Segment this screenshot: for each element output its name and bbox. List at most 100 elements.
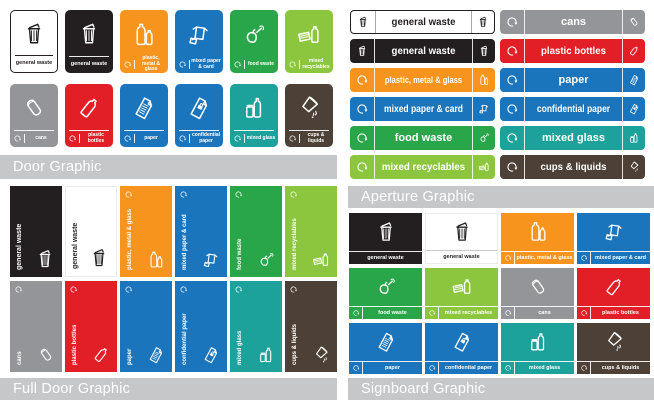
tile-label: paper: [144, 134, 158, 141]
cup-icon: [316, 346, 328, 363]
door-tile-general-waste-dark: general waste: [65, 10, 113, 73]
recycle-icon: [580, 310, 587, 316]
food-waste-icon: [379, 278, 395, 294]
tile-label: general waste: [15, 60, 53, 67]
door-tile-general-waste-light: general waste: [10, 10, 58, 73]
aperture-strip-cans: cans: [500, 10, 645, 34]
strip-label: plastic, metal & glass: [384, 74, 463, 86]
recycle-icon: [14, 135, 21, 142]
full-door-tile-general-waste-light: general waste: [65, 186, 117, 277]
recycle-icon: [504, 310, 511, 316]
tile-label-vertical: cups & liquids: [292, 323, 298, 365]
signboard-graphic-grid: general waste general waste plastic, metal…: [349, 213, 650, 374]
aperture-strip-plastic-metal-glass: plastic, metal & glass: [350, 68, 495, 92]
strip-label: general waste: [391, 45, 456, 57]
can-icon: [531, 279, 544, 294]
door-tile-mixed-paper-card: mixed paper & card: [175, 10, 223, 73]
recycle-icon: [507, 46, 518, 56]
mixed-recyclables-icon: [298, 25, 319, 43]
recycle-icon: [580, 255, 587, 261]
cup-icon: [630, 161, 639, 172]
aperture-strip-plastic-bottles: plastic bottles: [500, 39, 645, 63]
tile-label-vertical: mixed paper & card: [182, 214, 188, 270]
recycle-icon: [357, 75, 368, 85]
aperture-graphic-left-column: general waste general waste plastic, metal…: [350, 10, 495, 179]
signboard-tile-mixed-paper-card: mixed paper & card: [577, 213, 650, 264]
food-waste-icon: [260, 252, 274, 266]
signboard-tile-food-waste: food waste: [349, 268, 422, 319]
mixed-glass-icon: [260, 347, 272, 363]
full-door-tile-mixed-glass: mixed glass: [230, 281, 282, 372]
recycle-icon: [124, 135, 131, 142]
aperture-strip-mixed-paper-card: mixed paper & card: [350, 97, 495, 121]
bin-icon: [359, 16, 367, 27]
bottles-group-icon: [136, 23, 153, 45]
strip-label: mixed paper & card: [384, 103, 463, 115]
door-tile-plastic-metal-glass: plastic, metal & glass: [120, 10, 168, 73]
signboard-tile-mixed-recyclables: mixed recyclables: [425, 268, 498, 319]
aperture-strip-mixed-glass: mixed glass: [500, 126, 645, 150]
paper-icon: [135, 97, 153, 120]
tile-label-vertical: food waste: [237, 238, 243, 270]
aperture-strip-paper: paper: [500, 68, 645, 92]
recycle-icon: [179, 135, 186, 142]
tile-label: cans: [35, 134, 47, 141]
tile-label-vertical: paper: [127, 348, 133, 365]
recycle-icon: [428, 310, 435, 316]
full-door-tile-food-waste: food waste: [230, 186, 282, 277]
recycle-icon: [428, 365, 435, 371]
signboard-graphic-title-bar: Signboard Graphic: [348, 378, 654, 400]
recycle-icon: [235, 286, 242, 293]
signboard-tile-plastic-metal-glass: plastic, metal & glass: [501, 213, 574, 264]
recycle-icon: [580, 365, 587, 371]
signboard-tile-general-waste-light: general waste: [425, 213, 498, 264]
full-door-tile-plastic-metal-glass: plastic, metal & glass: [120, 186, 172, 277]
tile-label: confidential paper: [444, 365, 493, 371]
tile-label: plastic bottles: [87, 131, 105, 144]
mixed-glass-icon: [630, 133, 638, 143]
aperture-strip-confidential-paper: confidential paper: [500, 97, 645, 121]
plastic-bottle-icon: [629, 46, 638, 56]
cup-icon: [302, 96, 319, 119]
mixed-recyclables-icon: [312, 253, 329, 266]
recycle-icon: [504, 255, 511, 261]
tile-label: general waste: [443, 254, 480, 260]
signboard-tile-confidential-paper: confidential paper: [425, 323, 498, 374]
tile-label: plastic, metal & glass: [141, 54, 161, 73]
signboard-tile-general-waste-dark: general waste: [349, 213, 422, 264]
full-door-tile-cups-liquids: cups & liquids: [285, 281, 337, 372]
full-door-graphic-title-bar: Full Door Graphic: [0, 378, 337, 400]
recycle-icon: [234, 135, 241, 142]
mixed-recyclables-icon: [452, 279, 470, 294]
confidential-paper-icon: [204, 347, 217, 364]
signboard-tile-paper: paper: [349, 323, 422, 374]
recycle-icon: [290, 191, 297, 198]
strip-label: cups & liquids: [540, 161, 607, 173]
can-icon: [26, 99, 42, 116]
full-door-tile-mixed-paper-card: mixed paper & card: [175, 186, 227, 277]
tile-label: mixed glass: [246, 134, 276, 141]
door-tile-cans: cans: [10, 84, 58, 147]
door-tile-paper: paper: [120, 84, 168, 147]
bin-icon: [82, 23, 96, 44]
aperture-graphic-title-bar: Aperture Graphic: [348, 186, 654, 208]
can-icon: [40, 348, 52, 361]
food-waste-icon: [246, 24, 265, 43]
mixed-recyclables-icon: [478, 162, 489, 171]
full-door-tile-plastic-bottles: plastic bottles: [65, 281, 117, 372]
tile-label: mixed paper & card: [191, 57, 221, 70]
strip-label: cans: [560, 16, 587, 28]
signboard-tile-mixed-glass: mixed glass: [501, 323, 574, 374]
recycle-icon: [289, 61, 296, 68]
tile-label: cans: [538, 310, 551, 316]
recycle-icon: [352, 310, 359, 316]
can-icon: [630, 17, 638, 26]
strip-label: general waste: [391, 16, 456, 28]
plastic-bottle-icon: [80, 98, 97, 118]
tile-label: mixed paper & card: [594, 255, 647, 261]
recycle-icon: [180, 191, 187, 198]
bottles-group-icon: [480, 74, 489, 85]
recycle-icon: [290, 286, 297, 293]
plastic-bottle-icon: [606, 278, 621, 296]
